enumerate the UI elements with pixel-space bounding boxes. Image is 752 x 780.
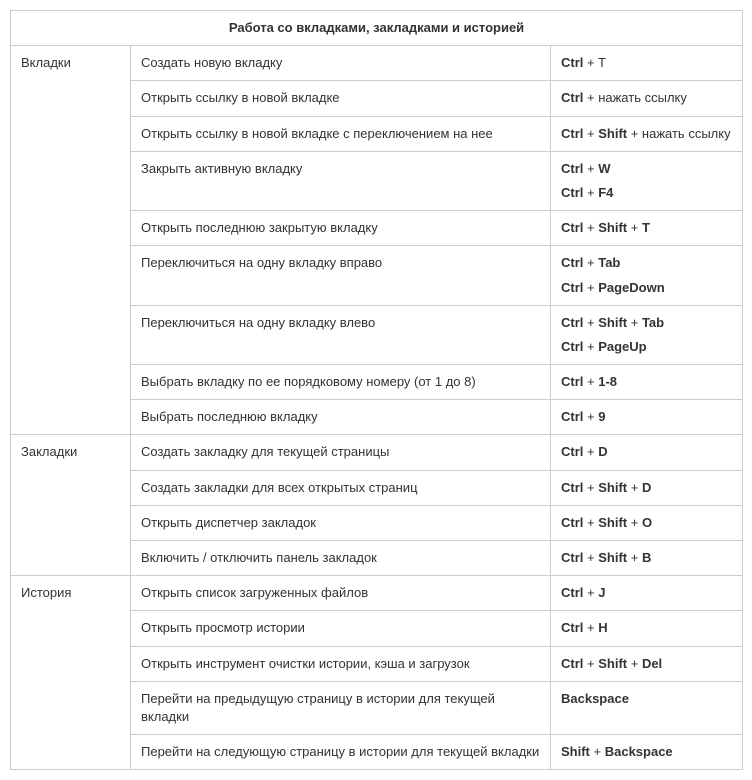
shortcut-line: Ctrl + нажать ссылку bbox=[561, 89, 732, 107]
shortcut-cell: Ctrl + Shift + B bbox=[551, 541, 743, 576]
action-cell: Создать новую вкладку bbox=[131, 46, 551, 81]
shortcut-line: Ctrl + T bbox=[561, 54, 732, 72]
action-cell: Включить / отключить панель закладок bbox=[131, 541, 551, 576]
shortcut-line: Ctrl + Shift + T bbox=[561, 219, 732, 237]
action-cell: Открыть ссылку в новой вкладке с переклю… bbox=[131, 116, 551, 151]
category-cell: История bbox=[11, 576, 131, 770]
action-cell: Выбрать последнюю вкладку bbox=[131, 400, 551, 435]
table-title: Работа со вкладками, закладками и истори… bbox=[11, 11, 743, 46]
shortcut-cell: Backspace bbox=[551, 681, 743, 734]
shortcut-cell: Ctrl + Shift + нажать ссылку bbox=[551, 116, 743, 151]
table-row: ВкладкиСоздать новую вкладкуCtrl + T bbox=[11, 46, 743, 81]
shortcut-cell: Ctrl + T bbox=[551, 46, 743, 81]
category-cell: Закладки bbox=[11, 435, 131, 576]
shortcut-line: Ctrl + Shift + Del bbox=[561, 655, 732, 673]
shortcut-cell: Ctrl + H bbox=[551, 611, 743, 646]
shortcut-cell: Ctrl + Shift + O bbox=[551, 505, 743, 540]
action-cell: Открыть диспетчер закладок bbox=[131, 505, 551, 540]
shortcut-line: Ctrl + F4 bbox=[561, 184, 732, 202]
shortcut-cell: Ctrl + J bbox=[551, 576, 743, 611]
shortcut-cell: Ctrl + W Ctrl + F4 bbox=[551, 151, 743, 210]
shortcut-line: Ctrl + Tab bbox=[561, 254, 732, 272]
shortcut-cell: Ctrl + Shift + Tab Ctrl + PageUp bbox=[551, 305, 743, 364]
shortcut-line: Ctrl + J bbox=[561, 584, 732, 602]
shortcut-cell: Ctrl + Shift + T bbox=[551, 211, 743, 246]
table-row: ЗакладкиСоздать закладку для текущей стр… bbox=[11, 435, 743, 470]
shortcut-line: Ctrl + Shift + B bbox=[561, 549, 732, 567]
action-cell: Закрыть активную вкладку bbox=[131, 151, 551, 210]
shortcut-line: Ctrl + 1-8 bbox=[561, 373, 732, 391]
shortcut-line: Ctrl + Shift + O bbox=[561, 514, 732, 532]
shortcut-line: Ctrl + Shift + нажать ссылку bbox=[561, 125, 732, 143]
shortcut-cell: Ctrl + D bbox=[551, 435, 743, 470]
shortcut-line: Ctrl + D bbox=[561, 443, 732, 461]
action-cell: Перейти на следующую страницу в истории … bbox=[131, 735, 551, 770]
shortcut-line: Ctrl + W bbox=[561, 160, 732, 178]
shortcut-line: Backspace bbox=[561, 690, 732, 708]
action-cell: Открыть просмотр истории bbox=[131, 611, 551, 646]
action-cell: Открыть инструмент очистки истории, кэша… bbox=[131, 646, 551, 681]
shortcut-cell: Ctrl + 9 bbox=[551, 400, 743, 435]
action-cell: Открыть ссылку в новой вкладке bbox=[131, 81, 551, 116]
shortcuts-table: Работа со вкладками, закладками и истори… bbox=[10, 10, 743, 770]
action-cell: Создать закладку для текущей страницы bbox=[131, 435, 551, 470]
shortcut-line: Ctrl + Shift + D bbox=[561, 479, 732, 497]
shortcut-line: Ctrl + PageDown bbox=[561, 279, 732, 297]
shortcut-line: Ctrl + PageUp bbox=[561, 338, 732, 356]
shortcut-cell: Ctrl + нажать ссылку bbox=[551, 81, 743, 116]
action-cell: Создать закладки для всех открытых стран… bbox=[131, 470, 551, 505]
table-row: ИсторияОткрыть список загруженных файлов… bbox=[11, 576, 743, 611]
action-cell: Выбрать вкладку по ее порядковому номеру… bbox=[131, 365, 551, 400]
shortcut-line: Ctrl + Shift + Tab bbox=[561, 314, 732, 332]
shortcut-line: Ctrl + H bbox=[561, 619, 732, 637]
action-cell: Перейти на предыдущую страницу в истории… bbox=[131, 681, 551, 734]
action-cell: Переключиться на одну вкладку влево bbox=[131, 305, 551, 364]
action-cell: Открыть последнюю закрытую вкладку bbox=[131, 211, 551, 246]
shortcut-line: Ctrl + 9 bbox=[561, 408, 732, 426]
action-cell: Открыть список загруженных файлов bbox=[131, 576, 551, 611]
category-cell: Вкладки bbox=[11, 46, 131, 435]
shortcut-cell: Shift + Backspace bbox=[551, 735, 743, 770]
shortcut-cell: Ctrl + Shift + D bbox=[551, 470, 743, 505]
shortcut-cell: Ctrl + Tab Ctrl + PageDown bbox=[551, 246, 743, 305]
action-cell: Переключиться на одну вкладку вправо bbox=[131, 246, 551, 305]
shortcut-line: Shift + Backspace bbox=[561, 743, 732, 761]
shortcut-cell: Ctrl + Shift + Del bbox=[551, 646, 743, 681]
shortcut-cell: Ctrl + 1-8 bbox=[551, 365, 743, 400]
